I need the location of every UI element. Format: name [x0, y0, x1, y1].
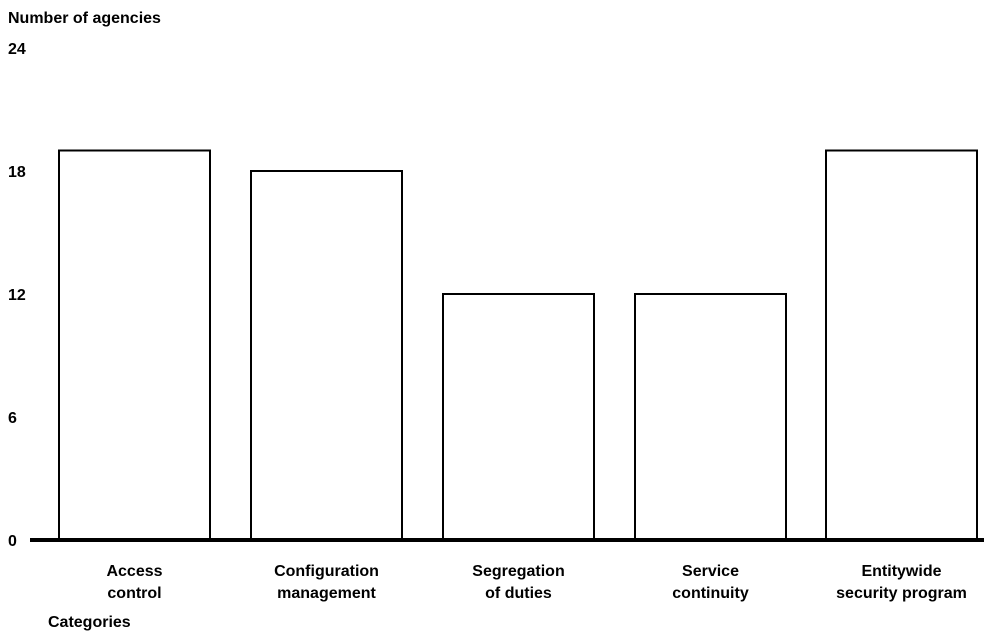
- category-label: Configuration management: [274, 563, 379, 602]
- bar: [634, 293, 787, 541]
- category-label-line: Configuration: [274, 563, 379, 580]
- category-label-line: control: [107, 585, 161, 602]
- bar: [825, 149, 978, 541]
- bar: [58, 149, 211, 541]
- bar: [442, 293, 595, 541]
- y-tick-label: 18: [8, 164, 26, 181]
- category-label-line: Segregation: [472, 563, 564, 580]
- x-axis-label: Categories: [48, 614, 131, 631]
- category-label-line: Access: [106, 563, 162, 580]
- category-label-line: management: [277, 585, 376, 602]
- category-label-line: security program: [836, 585, 967, 602]
- y-tick-label: 0: [8, 533, 17, 550]
- y-axis-label: Number of agencies: [8, 10, 161, 27]
- bars: [58, 149, 978, 541]
- category-label: Segregation of duties: [472, 563, 564, 602]
- bar: [250, 170, 403, 541]
- category-label: Access control: [106, 563, 162, 602]
- y-axis-ticks: 0 6 12 18 24: [8, 41, 26, 550]
- y-tick-label: 6: [8, 410, 17, 427]
- category-label-line: continuity: [672, 585, 749, 602]
- category-labels: Access control Configuration management Segr…: [106, 563, 966, 602]
- y-tick-label: 24: [8, 41, 26, 58]
- category-label-line: Entitywide: [861, 563, 941, 580]
- category-label-line: Service: [682, 563, 739, 580]
- y-tick-label: 12: [8, 287, 26, 304]
- category-label: Service continuity: [672, 563, 749, 602]
- category-label-line: of duties: [485, 585, 552, 602]
- category-label: Entitywide security program: [836, 563, 967, 602]
